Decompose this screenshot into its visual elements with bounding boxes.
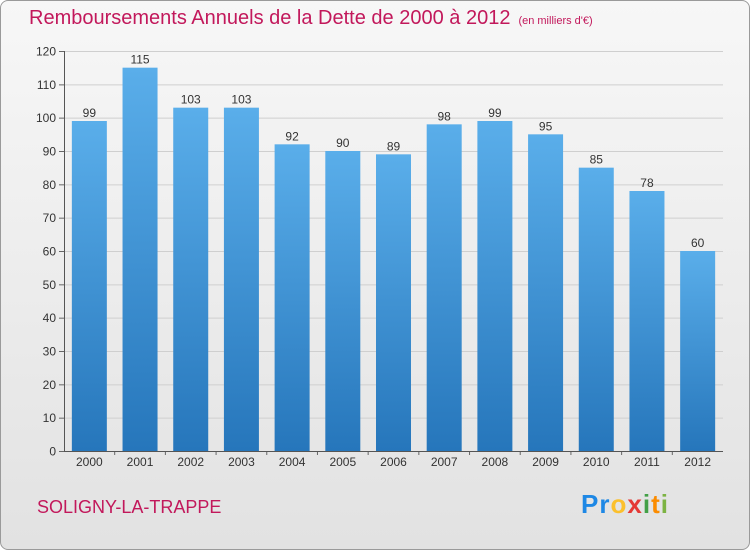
bars: 99 115 103 103 92 90 89 98 99 95 85 78 60 [71,53,716,452]
y-tick-label: 50 [43,278,57,292]
bar-2000 [71,121,107,451]
y-tick-label: 70 [43,211,57,225]
y-tick-label: 110 [37,78,56,92]
x-tick-label: 2007 [431,455,458,469]
x-tick-label: 2010 [583,455,610,469]
bar-value-label: 89 [387,139,401,153]
bar-value-label: 92 [285,129,299,143]
logo-letter: i [660,489,669,519]
y-tick-label: 10 [43,411,57,425]
x-tick-label: 2001 [127,455,154,469]
bar-2007 [426,124,462,451]
x-tick-label: 2004 [279,455,306,469]
bar-2008 [477,121,513,451]
bar-value-label: 98 [438,109,452,123]
x-tick-label: 2003 [228,455,255,469]
bar-value-label: 99 [83,106,97,120]
logo-letter: o [610,489,628,519]
proxiti-logo: Proxiti [581,489,669,520]
x-tick-label: 2011 [634,455,660,469]
y-axis: 0 10 20 30 40 50 60 70 80 90 100 110 120 [36,45,65,459]
bar-value-label: 85 [590,153,604,167]
y-tick-label: 60 [43,245,57,259]
bar-value-label: 60 [691,236,705,250]
x-tick-label: 2009 [532,455,559,469]
bar-2006 [376,154,411,452]
y-tick-label: 20 [43,378,57,392]
bar-2002 [173,107,209,452]
bar-2005 [325,151,361,451]
y-tick-label: 120 [36,45,56,59]
bar-value-label: 103 [181,93,201,107]
x-tick-label: 2008 [482,455,509,469]
logo-letter: x [627,489,643,519]
bar-2011 [629,191,665,451]
y-tick-label: 100 [36,111,56,125]
x-tick-label: 2012 [684,455,711,469]
x-tick-label: 2006 [380,455,407,469]
x-tick-label: 2002 [177,455,204,469]
logo-letter: t [651,489,661,519]
bar-2001 [122,67,158,452]
bar-2003 [223,107,259,452]
title-text: Remboursements Annuels de la Dette de 20… [29,7,511,29]
unit-note: (en milliers d'€) [518,15,593,27]
bar-value-label: 103 [231,93,251,107]
bar-value-label: 95 [539,119,553,133]
y-tick-label: 80 [43,178,57,192]
y-tick-label: 40 [43,311,57,325]
bar-value-label: 115 [130,53,149,67]
bar-value-label: 78 [640,176,654,190]
x-tick-label: 2005 [329,455,356,469]
logo-letter: P [581,489,600,519]
commune-name: SOLIGNY-LA-TRAPPE [37,497,222,517]
bar-value-label: 90 [336,136,350,150]
bar-2012 [680,251,716,451]
bar-2010 [578,167,614,451]
x-axis: 2000 2001 2002 2003 2004 2005 2006 2007 2008 2009… [64,451,723,469]
logo-letter: i [642,489,652,519]
bar-value-label: 99 [488,106,502,120]
bar-2009 [528,134,564,452]
bar-2004 [274,144,310,452]
x-tick-label: 2000 [76,455,103,469]
y-tick-label: 0 [49,445,56,459]
y-tick-label: 90 [43,145,57,159]
chart-title: Remboursements Annuels de la Dette de 20… [29,7,593,30]
y-tick-label: 30 [43,345,57,359]
logo-letter: r [599,489,611,519]
